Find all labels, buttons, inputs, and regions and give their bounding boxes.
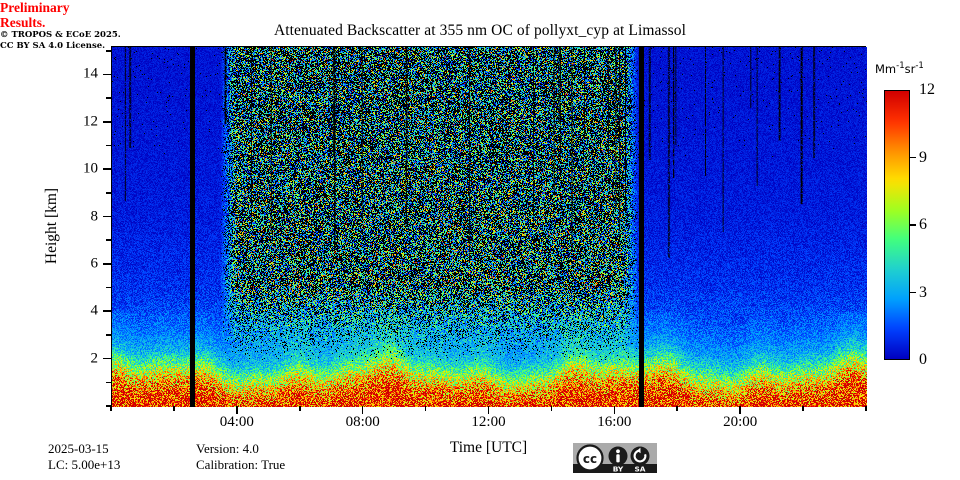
y-axis-label: Height [km] bbox=[43, 187, 60, 265]
y-axis-tick bbox=[103, 168, 111, 170]
y-axis-tick bbox=[103, 120, 111, 123]
x-axis-minor-tick bbox=[865, 406, 867, 411]
page-title: Attenuated Backscatter at 355 nm OC of p… bbox=[273, 22, 687, 39]
copyright-notice: © TROPOS & ECoE 2025. CC BY SA 4.0 Licen… bbox=[0, 30, 121, 51]
cc-by-sa-badge[interactable]: cc BY SA bbox=[573, 443, 657, 473]
badge-sa-label: SA bbox=[634, 464, 645, 473]
x-axis-tick bbox=[739, 406, 741, 414]
x-axis-minor-tick bbox=[802, 406, 804, 411]
x-axis-minor-tick bbox=[550, 406, 553, 411]
y-axis-tick-label: 14 bbox=[83, 65, 98, 82]
y-axis-minor-tick bbox=[106, 97, 111, 99]
y-axis-tick bbox=[103, 357, 111, 360]
x-axis-minor-tick bbox=[298, 406, 301, 411]
y-axis-tick bbox=[103, 310, 111, 313]
colorbar-gradient bbox=[884, 90, 910, 360]
y-axis-tick-label: 8 bbox=[90, 208, 99, 225]
cc-by-sa-icon: cc BY SA bbox=[573, 443, 657, 473]
quicklook-axes bbox=[111, 46, 867, 407]
y-axis-minor-tick bbox=[106, 405, 111, 407]
y-axis-minor-tick bbox=[106, 381, 111, 384]
y-axis-minor-tick bbox=[106, 49, 111, 52]
x-axis-label: Time [UTC] bbox=[449, 439, 528, 456]
y-axis-minor-tick bbox=[106, 192, 111, 194]
y-axis-tick-label: 6 bbox=[90, 255, 99, 272]
x-axis-minor-tick bbox=[424, 406, 427, 411]
y-axis: 2 4 6 8 10 12 14 bbox=[83, 46, 111, 407]
x-axis-tick bbox=[236, 406, 238, 414]
footer-version-calibration: Version: 4.0 Calibration: True bbox=[196, 441, 286, 472]
x-axis-tick-label: 04:00 bbox=[219, 414, 254, 430]
y-axis-tick-label: 12 bbox=[83, 113, 98, 130]
backscatter-heatmap bbox=[112, 47, 867, 407]
y-axis-tick-label: 4 bbox=[90, 302, 99, 319]
footer-date-lc: 2025-03-15 LC: 5.00e+13 bbox=[48, 441, 121, 472]
x-axis-tick bbox=[361, 406, 364, 414]
y-axis-tick bbox=[103, 73, 111, 76]
y-axis-tick-label: 10 bbox=[83, 160, 98, 177]
x-axis-minor-tick bbox=[110, 406, 112, 411]
y-axis-minor-tick bbox=[106, 286, 111, 289]
y-axis-minor-tick bbox=[106, 239, 111, 241]
x-axis-minor-tick bbox=[676, 406, 679, 411]
preliminary-results-notice: Preliminary Results. bbox=[0, 0, 70, 30]
x-axis-minor-tick bbox=[173, 406, 175, 411]
y-axis-minor-tick bbox=[106, 144, 111, 147]
colorbar-tick-label: 3 bbox=[919, 283, 927, 301]
x-axis: 04:00 08:00 12:00 16:00 20:00 bbox=[110, 406, 867, 430]
colorbar-tick-label: 0 bbox=[919, 351, 927, 368]
y-axis-tick-label: 2 bbox=[90, 350, 99, 367]
y-axis-tick bbox=[103, 263, 111, 265]
colorbar-tick-label: 12 bbox=[919, 81, 935, 98]
badge-by-label: BY bbox=[613, 464, 624, 473]
colorbar-tick-label: 6 bbox=[919, 216, 927, 233]
colorbar-tick-label: 9 bbox=[919, 148, 927, 166]
y-axis-tick bbox=[103, 215, 111, 218]
x-axis-tick bbox=[613, 406, 616, 414]
colorbar: 0 3 6 9 12 bbox=[884, 82, 935, 368]
x-axis-tick-label: 08:00 bbox=[345, 414, 380, 430]
colorbar-tick bbox=[910, 156, 916, 159]
svg-text:cc: cc bbox=[583, 452, 597, 466]
colorbar-units: Mm-1sr-1 bbox=[875, 61, 924, 76]
x-axis-tick-label: 20:00 bbox=[723, 414, 758, 430]
x-axis-tick bbox=[487, 406, 490, 414]
colorbar-tick bbox=[910, 291, 916, 294]
x-axis-tick-label: 12:00 bbox=[471, 414, 506, 430]
y-axis-minor-tick bbox=[106, 334, 111, 336]
x-axis-tick-label: 16:00 bbox=[597, 414, 632, 430]
colorbar-tick bbox=[910, 224, 916, 226]
